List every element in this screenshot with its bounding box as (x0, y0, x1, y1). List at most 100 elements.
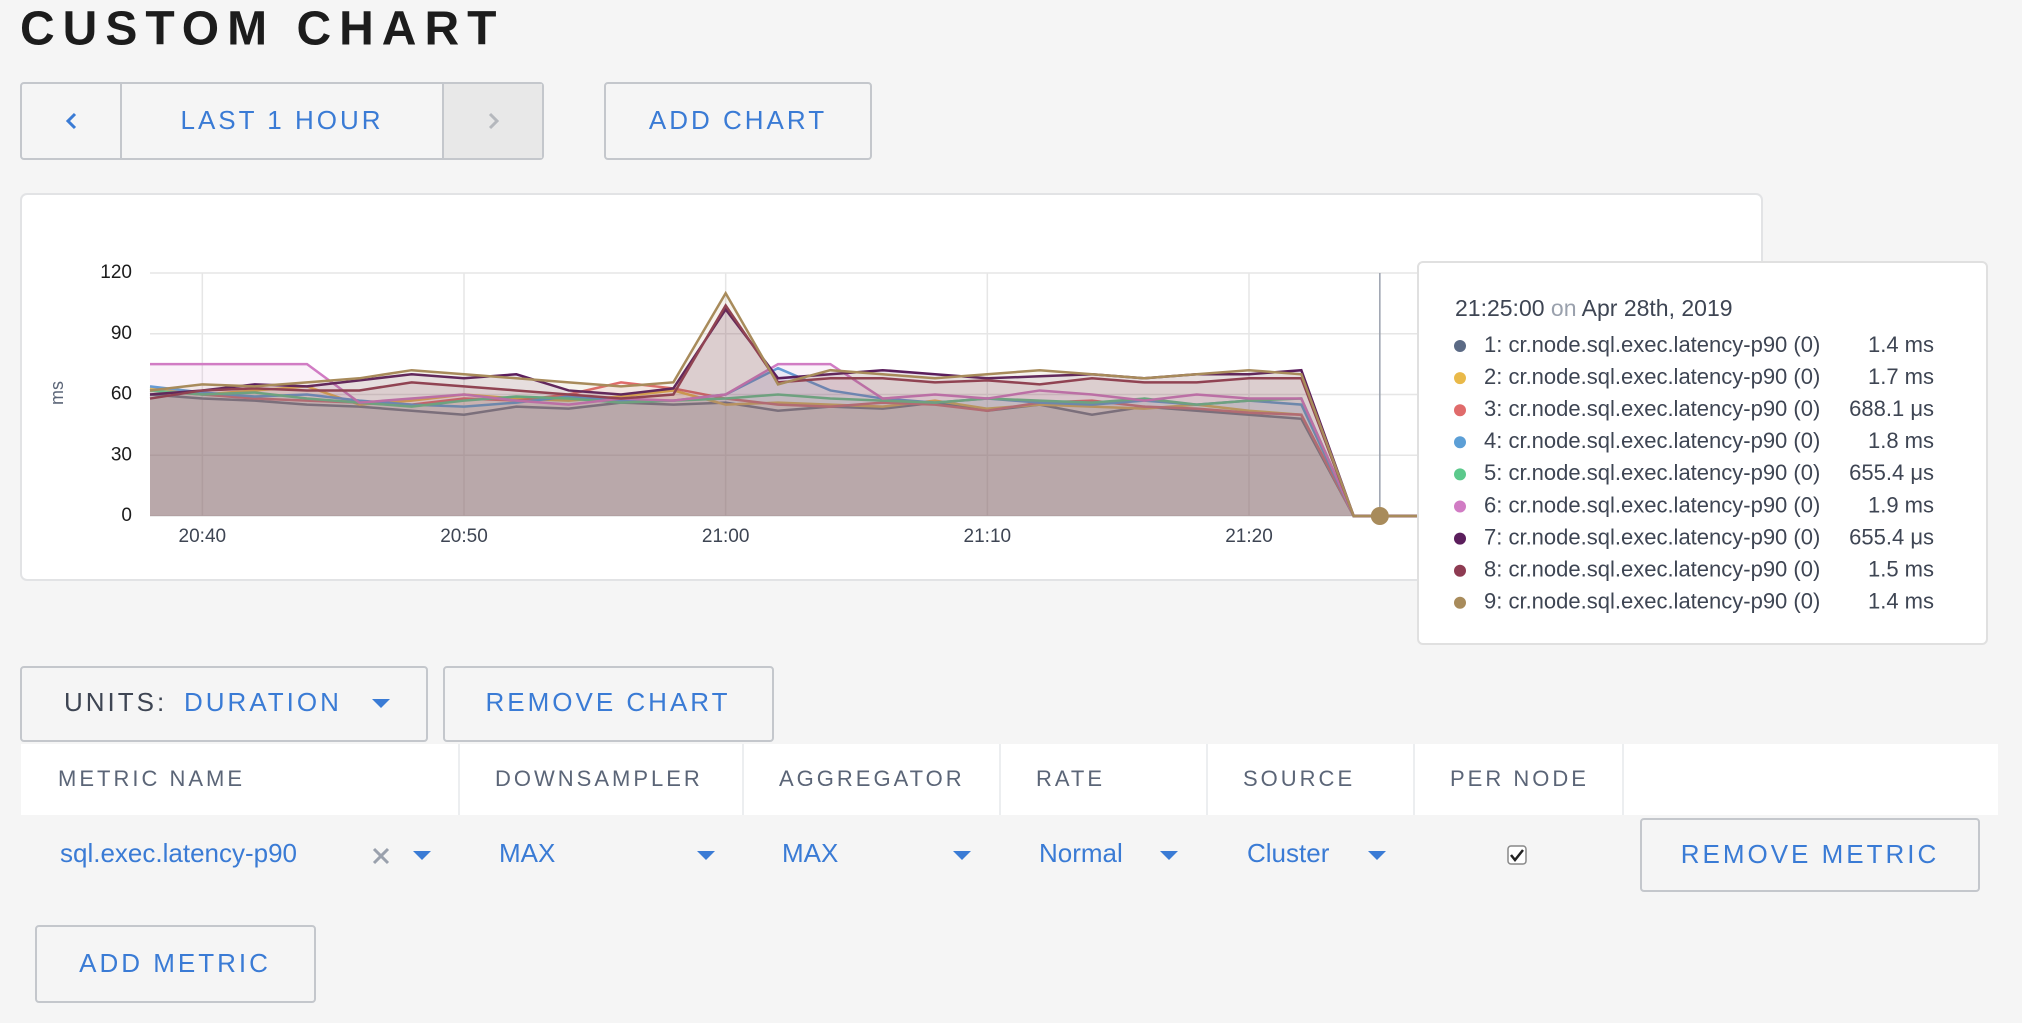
dropdown-caret[interactable] (1368, 851, 1386, 860)
series-area (150, 390, 1459, 516)
tooltip-box (1417, 261, 1988, 645)
series-area (150, 305, 1459, 516)
tooltip-date: Apr 28th, 2019 (1582, 295, 1733, 321)
y-tick-label: 90 (111, 323, 132, 344)
series-line (150, 362, 1459, 518)
legend-name: 3: cr.node.sql.exec.latency-p90 (0) (1484, 396, 1820, 421)
add-chart-label[interactable]: ADD CHART (649, 105, 827, 135)
metrics-table: METRIC NAME DOWNSAMPLER AGGREGATOR RATE SOUR… (58, 766, 1589, 868)
y-tick-label: 30 (111, 444, 132, 465)
dropdown-caret[interactable] (697, 851, 715, 860)
x-tick-label: 21:20 (1225, 526, 1273, 547)
prev-button[interactable] (65, 112, 77, 130)
cell: Normal (1039, 838, 1123, 868)
legend-value: 655.4 μs (1849, 460, 1934, 485)
series-area (150, 293, 1459, 516)
y-tick-label: 0 (121, 505, 132, 526)
series-area (150, 394, 1459, 516)
legend-value: 1.8 ms (1868, 428, 1934, 453)
legend-name: 9: cr.node.sql.exec.latency-p90 (0) (1484, 589, 1820, 614)
legend-swatch (1454, 404, 1466, 417)
column-header: AGGREGATOR (779, 766, 965, 791)
checkmark (1510, 849, 1524, 863)
legend-swatch (1454, 532, 1466, 545)
x-tick-label: 21:00 (702, 526, 750, 547)
series-area (150, 368, 1459, 516)
series-line (149, 303, 1459, 518)
dropdown-caret[interactable] (1160, 851, 1178, 860)
time-box (20, 82, 544, 160)
table-header (21, 744, 1998, 815)
legend-swatch (1454, 500, 1466, 513)
add-metric-label[interactable]: ADD METRIC (79, 948, 271, 978)
page-title: CUSTOM CHART (20, 3, 504, 56)
units-value[interactable]: DURATION (184, 687, 342, 717)
tooltip-time-text: 21:25:00 (1455, 295, 1545, 321)
legend-name: 1: cr.node.sql.exec.latency-p90 (0) (1484, 332, 1820, 357)
series-line (149, 393, 1459, 518)
y-tick-label: 60 (111, 384, 132, 405)
series-area (150, 382, 1459, 516)
legend-value: 1.4 ms (1868, 332, 1934, 357)
series-area (150, 386, 1459, 516)
x-tick-label: 21:10 (964, 526, 1012, 547)
remove-metric-label[interactable]: REMOVE METRIC (1681, 839, 1940, 869)
legend-swatch (1454, 436, 1466, 449)
legend-value: 688.1 μs (1849, 396, 1934, 421)
cell: sql.exec.latency-p90 (60, 838, 297, 868)
per-node-checkbox[interactable] (1507, 845, 1527, 865)
time-selector: LAST 1 HOUR (20, 82, 544, 160)
tooltip-on: on (1551, 295, 1577, 321)
units-button[interactable] (20, 666, 428, 742)
legend-value: 1.4 ms (1868, 589, 1934, 614)
legend-value: 1.7 ms (1868, 364, 1934, 389)
add-metric-button[interactable] (35, 925, 316, 1003)
hover-dot (1370, 507, 1389, 525)
legend-swatch (1454, 564, 1466, 577)
cell: MAX (782, 838, 838, 868)
series-area (150, 364, 1459, 516)
y-axis-label: ms (47, 381, 67, 405)
series-area (150, 309, 1459, 516)
x-tick-label: 20:40 (179, 526, 227, 547)
legend-swatch (1454, 596, 1466, 609)
remove-chart-label[interactable]: REMOVE CHART (486, 687, 731, 717)
next-button[interactable] (488, 112, 500, 130)
tooltip: 21:25:00 on Apr 28th, 2019 1: cr.node.sq… (1417, 261, 1988, 645)
series-line (149, 389, 1459, 518)
column-header: METRIC NAME (58, 766, 245, 791)
clear-icon[interactable] (372, 847, 390, 865)
legend-swatch (1454, 340, 1466, 352)
next-bg (443, 84, 542, 158)
units-caret[interactable] (372, 699, 390, 708)
column-header: RATE (1036, 766, 1105, 791)
cell: Cluster (1247, 838, 1330, 868)
dropdown-caret[interactable] (413, 851, 431, 860)
remove-metric-button[interactable] (1640, 818, 1980, 892)
legend-swatch (1454, 468, 1466, 481)
units-label: UNITS: (64, 687, 167, 717)
column-header: SOURCE (1243, 766, 1355, 791)
legend-name: 5: cr.node.sql.exec.latency-p90 (0) (1484, 460, 1820, 485)
legend-swatch (1454, 372, 1466, 385)
legend-value: 1.5 ms (1868, 557, 1934, 582)
cell: MAX (499, 838, 555, 868)
legend-value: 1.9 ms (1868, 492, 1934, 517)
legend-name: 4: cr.node.sql.exec.latency-p90 (0) (1484, 428, 1820, 453)
tooltip-time: 21:25:00 on Apr 28th, 2019 (1455, 295, 1733, 321)
dropdown-caret[interactable] (953, 851, 971, 860)
column-dividers (458, 744, 1624, 815)
column-header: PER NODE (1450, 766, 1589, 791)
legend-name: 6: cr.node.sql.exec.latency-p90 (0) (1484, 492, 1820, 517)
legend-name: 7: cr.node.sql.exec.latency-p90 (0) (1484, 524, 1820, 549)
remove-chart-button[interactable] (443, 666, 774, 742)
legend-value: 655.4 μs (1849, 524, 1934, 549)
x-tick-label: 20:50 (440, 526, 488, 547)
plot: 0 30 60 90 120 20:40 20:50 21:00 21:10 21:20 (100, 262, 1720, 547)
legend-name: 2: cr.node.sql.exec.latency-p90 (0) (1484, 364, 1820, 389)
time-range[interactable]: LAST 1 HOUR (180, 105, 383, 135)
add-chart-button[interactable] (604, 82, 872, 160)
series-line (149, 290, 1459, 518)
column-header: DOWNSAMPLER (495, 766, 703, 791)
